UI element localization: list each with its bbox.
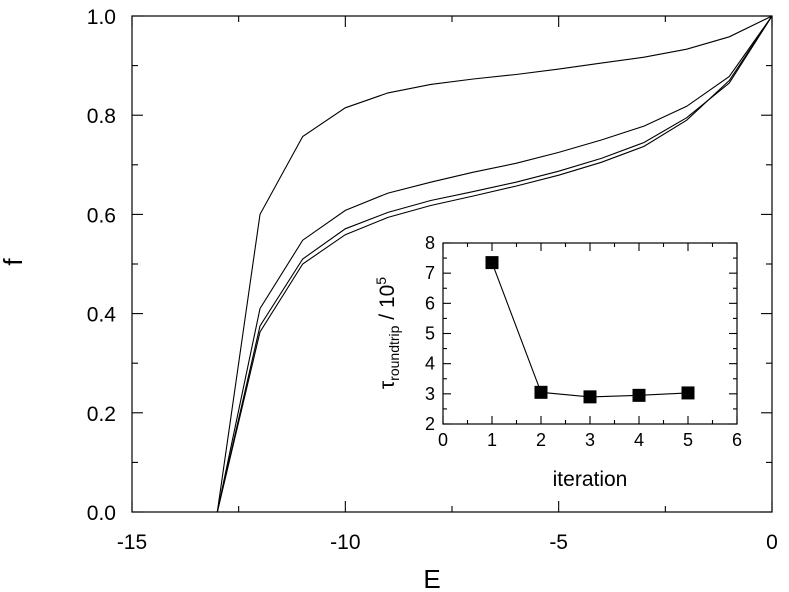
inset-y-label-exp: 5 [373,277,389,285]
series-line-curve-2 [216,15,773,513]
x-tick-label: 5 [683,430,693,450]
x-tick-label: 2 [536,430,546,450]
inset-ticks [442,242,738,425]
x-tick-label: 1 [487,430,497,450]
y-tick-label: 8 [425,233,435,253]
x-tick-label: -5 [549,531,568,554]
y-tick-label: 0.2 [87,403,116,426]
data-point-marker [534,385,548,399]
y-tick-label: 4 [425,354,435,374]
data-point-marker [681,386,695,400]
y-tick-label: 0.0 [87,502,116,525]
series-line-curve-1 [216,15,773,513]
x-tick-label: -15 [117,531,147,554]
x-tick-label: 0 [438,430,448,450]
y-tick-label: 6 [425,293,435,313]
main-ticks [131,15,773,513]
y-tick-label: 2 [425,414,435,434]
y-tick-label: 3 [425,384,435,404]
inset-y-axis-label: τroundtrip / 105 [373,277,402,389]
main-y-axis-label: f [0,258,28,266]
inset-y-label-sub: roundtrip [386,325,402,380]
main-plot: -15 -10 -5 0 0.0 0.2 0.4 0.6 0.8 1.0 E f [0,6,778,592]
inset-plot: 0 1 2 3 4 5 6 2 3 4 5 6 7 8 iteration τroundtrip / 10… [373,233,742,491]
data-point-marker [632,388,646,402]
x-tick-label: 4 [634,430,644,450]
y-tick-label: 7 [425,263,435,283]
inset-tick-labels: 0 1 2 3 4 5 6 2 3 4 5 6 7 8 [425,233,742,450]
y-tick-label: 1.0 [87,6,116,29]
inset-y-label-tau: τ [376,380,399,389]
inset-x-axis-label: iteration [553,468,628,491]
inset-series [485,256,695,404]
y-tick-label: 5 [425,324,435,344]
y-tick-label: 0.8 [87,105,116,128]
x-tick-label: -10 [330,531,360,554]
y-tick-label: 0.6 [87,204,116,227]
series-line-curve-4 [216,15,773,513]
x-tick-label: 6 [732,430,742,450]
main-series [216,15,773,513]
data-point-marker [485,256,499,270]
series-line-curve-3 [216,15,773,513]
main-x-axis-label: E [423,564,440,592]
inset-y-label-rest: / 10 [376,285,399,326]
y-tick-label: 0.4 [87,304,117,327]
data-point-marker [583,390,597,404]
x-tick-label: 0 [766,531,778,554]
main-tick-labels: -15 -10 -5 0 0.0 0.2 0.4 0.6 0.8 1.0 [87,6,778,554]
x-tick-label: 3 [585,430,595,450]
